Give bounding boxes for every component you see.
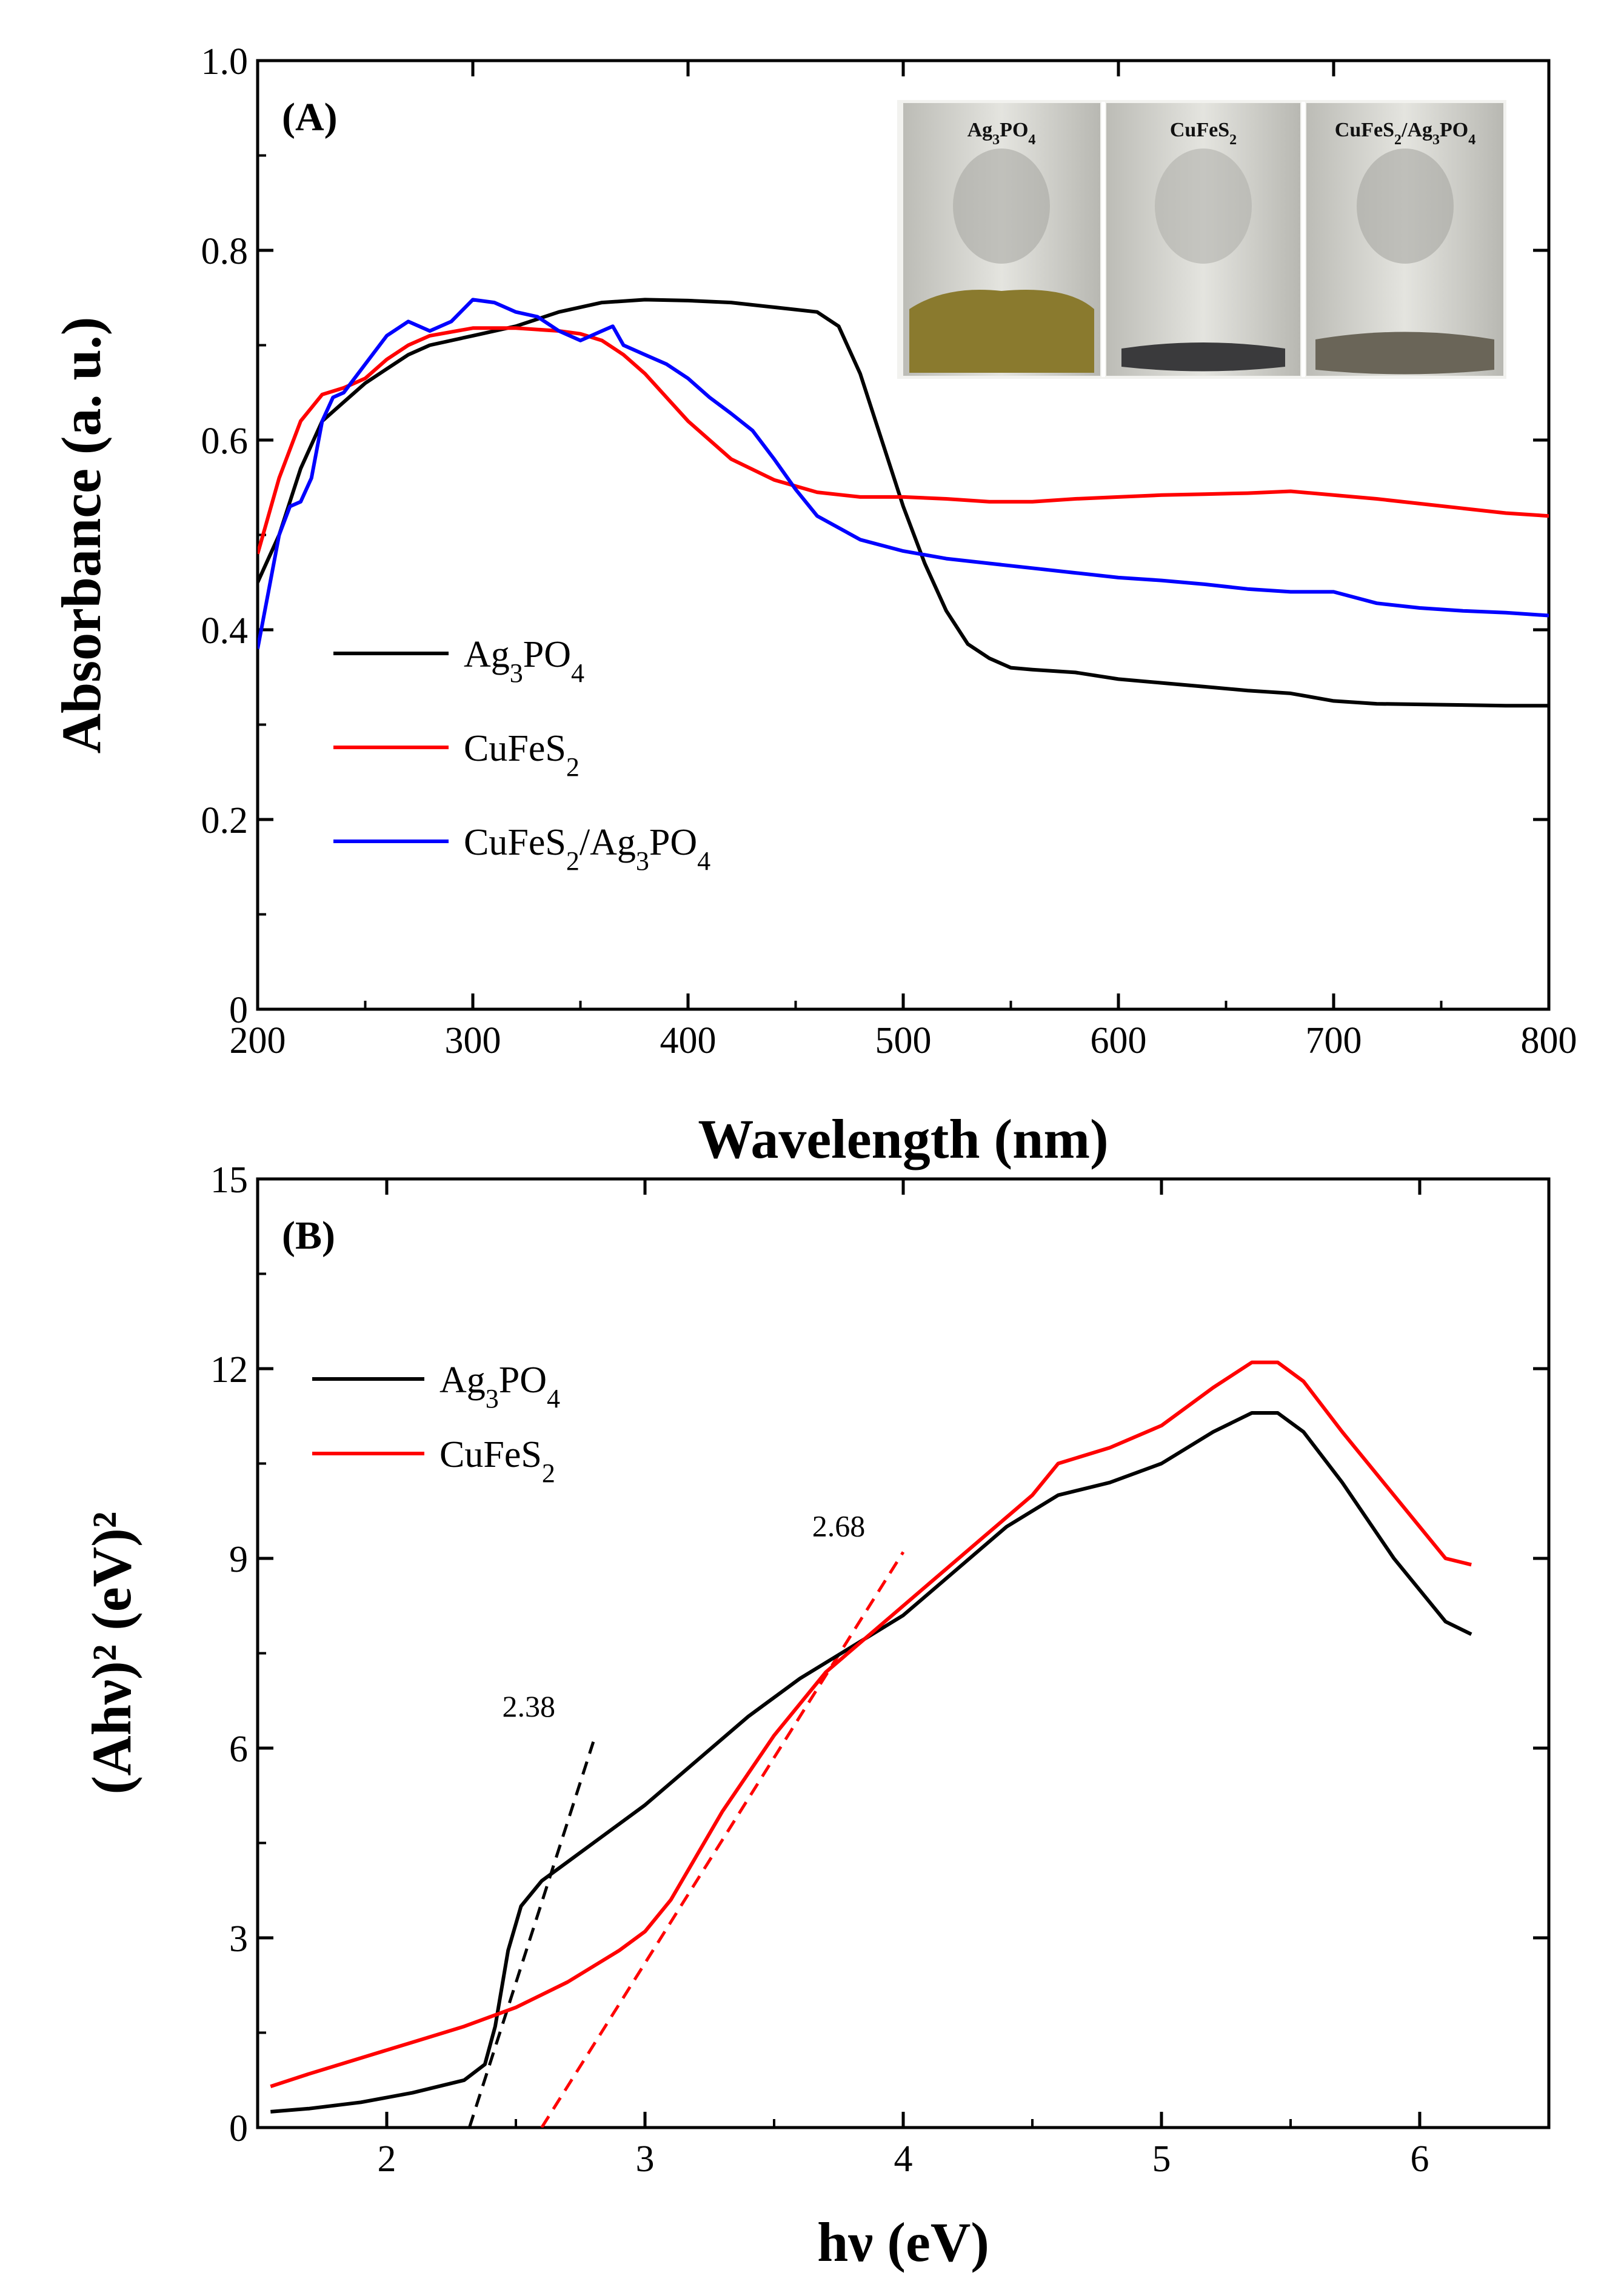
chart-b-ticks: 2 3 4 5 6 0 3 6 9 12 15 bbox=[210, 1160, 1549, 2180]
y-tick-label: 0.6 bbox=[201, 421, 249, 462]
x-tick-label: 2 bbox=[378, 2138, 396, 2180]
x-tick-label: 5 bbox=[1152, 2138, 1171, 2180]
vial-cufes2-powder bbox=[1121, 342, 1285, 372]
chart-b-tangents bbox=[467, 1551, 905, 2128]
vial-composite-reflection bbox=[1357, 149, 1454, 264]
x-tick-label: 500 bbox=[875, 1020, 932, 1061]
chart-a-xlabel: Wavelength (nm) bbox=[698, 1108, 1108, 1170]
legend-b-label-cufes2: CuFeS2 bbox=[439, 1434, 555, 1488]
x-tick-label: 3 bbox=[636, 2138, 655, 2180]
vial-cufes2-reflection bbox=[1155, 149, 1252, 264]
x-tick-label: 400 bbox=[660, 1020, 717, 1061]
vial-ag3po4 bbox=[903, 103, 1100, 376]
y-tick-label: 12 bbox=[210, 1349, 248, 1390]
vial-ag3po4-reflection bbox=[953, 149, 1050, 264]
chart-b-ylabel: (Ahν)² (eV)² bbox=[81, 1512, 142, 1795]
series-line-cufes2 bbox=[258, 326, 1549, 555]
series-line-cufes2 bbox=[270, 1360, 1472, 2089]
vial-ag3po4-powder bbox=[909, 290, 1094, 373]
chart-a: 200 300 400 500 600 700 800 0 0.2 0.4 0.6 0.8 1.0 (A… bbox=[50, 41, 1577, 1170]
tangent-line bbox=[540, 1551, 905, 2128]
vial-cufes2 bbox=[1106, 103, 1300, 376]
y-tick-label: 6 bbox=[229, 1729, 248, 1770]
y-tick-label: 15 bbox=[210, 1160, 248, 1201]
chart-a-series bbox=[258, 298, 1549, 708]
panel-a-label: (A) bbox=[282, 95, 338, 139]
legend-a-label-ag3po4: Ag3PO4 bbox=[464, 634, 584, 688]
y-tick-label: 1.0 bbox=[201, 41, 249, 82]
x-tick-label: 600 bbox=[1091, 1020, 1147, 1061]
vial-composite-powder bbox=[1315, 332, 1494, 375]
chart-a-ylabel: Absorbance (a. u.) bbox=[50, 317, 112, 754]
tangent-line bbox=[467, 1741, 595, 2128]
band-gap-label: 2.68 bbox=[812, 1509, 866, 1543]
x-tick-label: 300 bbox=[445, 1020, 501, 1061]
y-tick-label: 9 bbox=[229, 1539, 248, 1580]
x-tick-label: 4 bbox=[894, 2138, 913, 2180]
legend-a: Ag3PO4 CuFeS2 CuFeS2/Ag3PO4 bbox=[333, 634, 710, 876]
y-tick-label: 0 bbox=[229, 990, 248, 1031]
legend-b-label-ag3po4: Ag3PO4 bbox=[439, 1360, 560, 1414]
y-tick-label: 0 bbox=[229, 2108, 248, 2149]
vial-composite bbox=[1306, 103, 1503, 376]
series-line-ag3po4 bbox=[258, 298, 1549, 708]
x-tick-label: 800 bbox=[1521, 1020, 1577, 1061]
chart-b: 2 3 4 5 6 0 3 6 9 12 15 2.38 2.68 (B) Ag3PO4 CuFeS2… bbox=[81, 1160, 1551, 2273]
x-tick-label: 200 bbox=[230, 1020, 286, 1061]
chart-b-frame bbox=[256, 1177, 1551, 2129]
panel-b-label: (B) bbox=[282, 1213, 335, 1258]
legend-b: Ag3PO4 CuFeS2 bbox=[312, 1360, 560, 1488]
inset-photo: Ag3PO4 CuFeS2 CuFeS2/Ag3PO4 bbox=[897, 100, 1506, 379]
y-tick-label: 0.4 bbox=[201, 610, 249, 652]
chart-b-xlabel: hν (eV) bbox=[817, 2211, 989, 2273]
band-gap-label: 2.38 bbox=[503, 1689, 556, 1723]
chart-a-ticks: 200 300 400 500 600 700 800 0 0.2 0.4 0.6 0.8 1.0 bbox=[201, 41, 1577, 1061]
chart-b-annotations: 2.38 2.68 bbox=[503, 1509, 866, 1723]
y-tick-label: 0.2 bbox=[201, 800, 249, 841]
x-tick-label: 6 bbox=[1411, 2138, 1429, 2180]
legend-a-label-composite: CuFeS2/Ag3PO4 bbox=[464, 822, 710, 876]
y-tick-label: 0.8 bbox=[201, 231, 249, 272]
series-line-cufes2-ag3po4 bbox=[258, 298, 1549, 649]
chart-b-series bbox=[270, 1360, 1472, 2114]
x-tick-label: 700 bbox=[1306, 1020, 1362, 1061]
legend-a-label-cufes2: CuFeS2 bbox=[464, 728, 580, 782]
series-line-ag3po4 bbox=[270, 1411, 1472, 2114]
y-tick-label: 3 bbox=[229, 1918, 248, 1960]
